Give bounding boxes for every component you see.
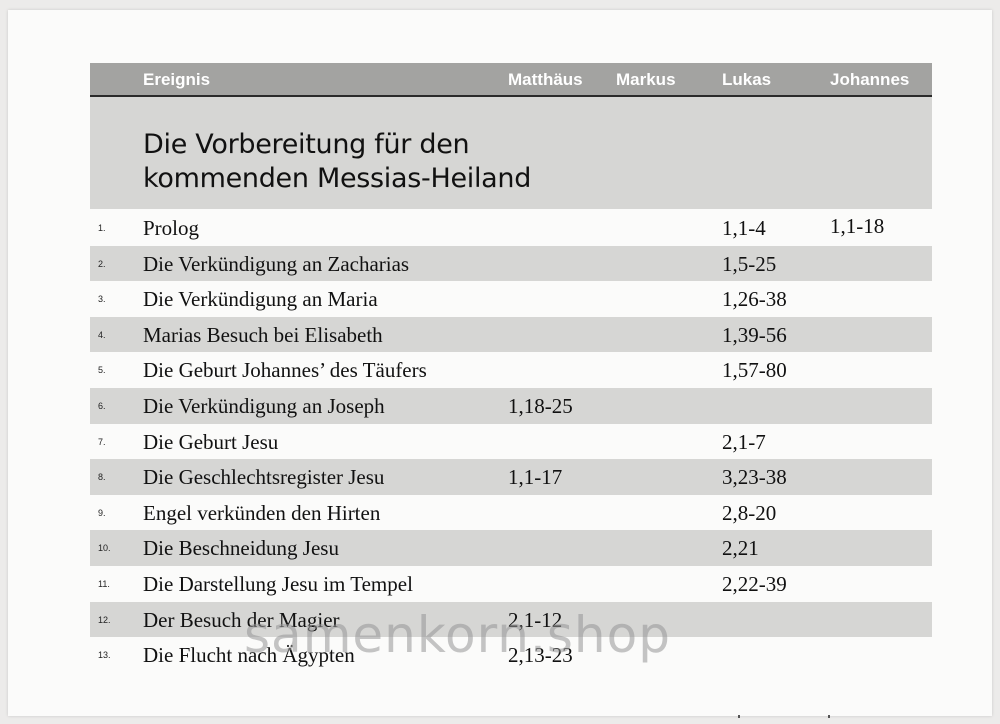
event-cell: Die Flucht nach Ägypten — [143, 643, 355, 668]
event-cell: Die Geburt Jesu — [143, 429, 279, 454]
event-cell: Die Verkündigung an Zacharias — [143, 251, 410, 276]
table-row: 3. Die Verkündigung an Maria 1,26-38 — [90, 281, 932, 317]
event-cell: Die Darstellung Jesu im Tempel — [143, 571, 413, 596]
crop-mark — [828, 715, 830, 718]
table-row: 8. Die Geschlechtsregister Jesu 1,1-17 3,23… — [90, 459, 932, 495]
row-number: 4. — [98, 329, 106, 340]
row-number: 13. — [98, 650, 111, 661]
table-row: 9. Engel verkünden den Hirten 2,8-20 — [90, 495, 932, 531]
lukas-cell: 2,22-39 — [722, 571, 787, 596]
table-row: 13. Die Flucht nach Ägypten 2,13-23 — [90, 637, 932, 673]
row-number: 2. — [98, 258, 106, 269]
row-number: 12. — [98, 614, 111, 625]
event-cell: Der Besuch der Magier — [143, 607, 340, 632]
column-header-ereignis: Ereignis — [143, 70, 211, 89]
row-number: 11. — [98, 578, 110, 589]
table-row: 5. Die Geburt Johannes’ des Täufers 1,57-8… — [90, 352, 932, 388]
watermark: samenkorn.shop — [244, 606, 671, 664]
event-cell: Die Geburt Johannes’ des Täufers — [143, 358, 427, 383]
johannes-cell: 1,1-18 — [830, 214, 885, 238]
lukas-cell: 1,1-4 — [722, 216, 766, 240]
table-body: 1. Prolog 1,1-4 1,1-18 2. Die Verkündigung an… — [90, 210, 932, 673]
table-row: 7. Die Geburt Jesu 2,1-7 — [90, 424, 932, 460]
table-row: 6. Die Verkündigung an Joseph 1,18-25 — [90, 387, 932, 424]
lukas-cell: 1,57-80 — [722, 358, 787, 383]
lukas-cell: 1,26-38 — [722, 287, 787, 312]
row-number: 7. — [98, 436, 106, 447]
column-header-matthaeus: Matthäus — [508, 70, 583, 89]
section-title: Die Vorbereitung für den kommenden Messi… — [143, 129, 532, 194]
matthaeus-cell: 1,18-25 — [508, 393, 573, 418]
row-number: 5. — [98, 365, 106, 376]
lukas-cell: 3,23-38 — [722, 465, 787, 490]
row-number: 1. — [98, 223, 106, 233]
event-cell: Die Beschneidung Jesu — [143, 536, 339, 561]
row-number: 10. — [98, 543, 111, 554]
row-number: 8. — [98, 472, 106, 483]
event-cell: Die Verkündigung an Joseph — [143, 393, 385, 418]
table-row: 2. Die Verkündigung an Zacharias 1,5-25 — [90, 245, 932, 282]
lukas-cell: 2,1-7 — [722, 429, 766, 454]
event-cell: Prolog — [143, 216, 200, 240]
row-number: 6. — [98, 400, 106, 411]
table-row: 1. Prolog 1,1-4 1,1-18 — [90, 210, 932, 246]
matthaeus-cell: 1,1-17 — [508, 465, 563, 490]
matthaeus-cell: 2,13-23 — [508, 643, 573, 668]
row-number: 9. — [98, 507, 106, 518]
event-cell: Marias Besuch bei Elisabeth — [143, 322, 383, 347]
event-cell: Die Verkündigung an Maria — [143, 287, 378, 312]
column-header-lukas: Lukas — [722, 70, 772, 89]
event-cell: Die Geschlechtsregister Jesu — [143, 465, 385, 490]
row-number: 3. — [98, 294, 106, 305]
table-row: 4. Marias Besuch bei Elisabeth 1,39-56 — [90, 316, 932, 353]
matthaeus-cell: 2,1-12 — [508, 607, 563, 632]
table-row: 12. Der Besuch der Magier 2,1-12 — [90, 601, 932, 638]
table-row: 11. Die Darstellung Jesu im Tempel 2,22-39 — [90, 566, 932, 602]
event-cell: Engel verkünden den Hirten — [143, 500, 381, 525]
table-row: 10. Die Beschneidung Jesu 2,21 — [90, 530, 932, 566]
section-band — [90, 97, 932, 209]
column-header-markus: Markus — [616, 70, 676, 89]
lukas-cell: 1,39-56 — [722, 322, 787, 347]
crop-mark — [738, 715, 740, 718]
column-header-johannes: Johannes — [830, 70, 910, 89]
lukas-cell: 1,5-25 — [722, 251, 777, 276]
lukas-cell: 2,21 — [722, 536, 759, 561]
table-header: Ereignis Matthäus Markus Lukas Johannes — [90, 63, 932, 97]
lukas-cell: 2,8-20 — [722, 500, 777, 525]
